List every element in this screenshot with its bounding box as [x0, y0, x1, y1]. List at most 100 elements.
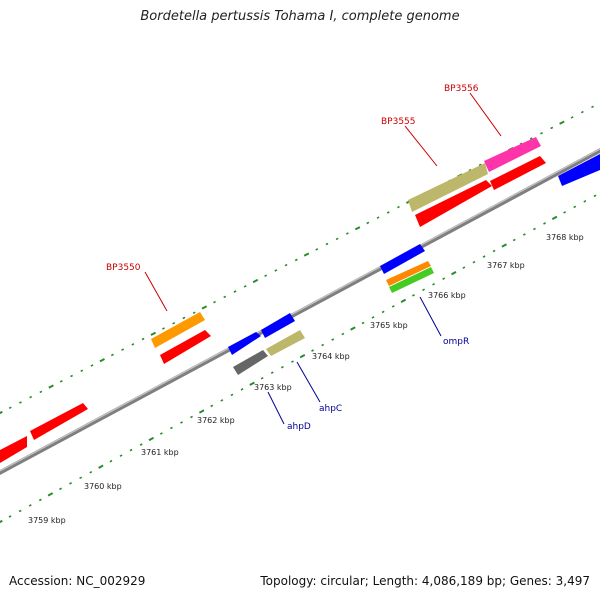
outer-tick	[233, 290, 237, 293]
outer-tick	[223, 295, 227, 299]
outer-tick	[303, 252, 310, 257]
leader-ahpc	[296, 361, 321, 403]
inner-tick	[69, 482, 72, 485]
inner-tick	[18, 509, 22, 513]
inner-tick	[391, 305, 395, 308]
inner-tick	[583, 200, 587, 203]
axis-label-3767: 3767 kbp	[487, 261, 525, 270]
outer-tick	[468, 168, 472, 172]
gene-feature-15[interactable]	[558, 154, 600, 186]
gene-feature-14[interactable]	[490, 156, 546, 190]
leader-bp3555	[404, 125, 438, 167]
gene-feature-10[interactable]	[389, 267, 434, 293]
leader-bp3556	[469, 92, 502, 137]
inner-tick	[311, 349, 314, 352]
gene-feature-6[interactable]	[233, 350, 268, 375]
outer-tick	[252, 278, 259, 284]
gene-feature-12[interactable]	[415, 180, 492, 227]
outer-tick-track	[0, 105, 594, 415]
map-title: Bordetella pertussis Tohama I, complete …	[140, 9, 460, 24]
gene-label-ahpc[interactable]: ahpC	[319, 404, 342, 414]
gene-feature-2[interactable]	[160, 330, 211, 364]
gene-label-bp3550[interactable]: BP3550	[106, 263, 141, 273]
inner-tick	[210, 404, 214, 408]
inner-tick	[249, 381, 255, 386]
genome-backbone-highlight	[0, 148, 600, 472]
gene-feature-7[interactable]	[266, 330, 305, 356]
gene-feature-4[interactable]	[228, 332, 261, 355]
outer-tick	[39, 390, 43, 394]
outer-tick	[354, 226, 361, 231]
inner-tick	[512, 238, 516, 242]
inner-tick	[543, 222, 546, 225]
leader-ahpd	[267, 391, 285, 425]
outer-tick	[478, 163, 482, 167]
outer-tick	[559, 120, 565, 125]
inner-tick	[270, 371, 274, 374]
gene-feature-9[interactable]	[386, 261, 431, 286]
gene-label-bp3556[interactable]: BP3556	[444, 84, 479, 94]
inner-tick	[291, 360, 294, 363]
axis-label-3764: 3764 kbp	[312, 352, 350, 361]
outer-tick	[570, 116, 574, 119]
outer-tick	[386, 211, 390, 214]
gene-feature-5[interactable]	[261, 313, 295, 338]
inner-tick	[119, 454, 123, 457]
inner-tick	[38, 498, 42, 502]
inner-tick	[442, 277, 446, 280]
inner-tick	[47, 492, 54, 497]
outer-tick	[182, 316, 186, 320]
outer-tick	[0, 410, 3, 415]
axis-label-3768: 3768 kbp	[546, 233, 584, 242]
gene-feature-3[interactable]	[151, 312, 205, 348]
outer-tick	[315, 248, 319, 251]
inner-tick	[321, 343, 325, 347]
outer-tick	[172, 321, 176, 325]
inner-tick-track	[0, 194, 597, 524]
gene-label-bp3555[interactable]: BP3555	[381, 117, 416, 127]
inner-tick	[148, 436, 154, 442]
inner-tick	[462, 266, 466, 269]
axis-label-3762: 3762 kbp	[197, 416, 235, 425]
genome-summary: Topology: circular; Length: 4,086,189 bp…	[260, 574, 590, 588]
inner-tick	[89, 470, 93, 474]
inner-tick	[400, 298, 407, 303]
inner-tick	[381, 310, 385, 314]
axis-label-3765: 3765 kbp	[370, 321, 408, 330]
axis-label-3759: 3759 kbp	[28, 516, 66, 525]
gene-features	[0, 137, 600, 463]
gene-feature-0[interactable]	[0, 436, 27, 463]
outer-tick	[274, 269, 278, 272]
outer-tick	[550, 126, 554, 130]
axis-labels: 3759 kbp 3760 kbp 3761 kbp 3762 kbp 3763…	[28, 233, 584, 525]
inner-tick	[341, 332, 345, 336]
inner-tick	[451, 271, 457, 276]
outer-tick	[284, 263, 288, 267]
gene-feature-8[interactable]	[380, 244, 425, 274]
outer-tick	[150, 331, 157, 336]
inner-tick	[190, 415, 193, 419]
inner-tick	[59, 487, 62, 491]
gene-label-ompr[interactable]: ompR	[443, 337, 469, 347]
gene-label-ahpd[interactable]: ahpD	[287, 422, 311, 432]
inner-tick	[240, 388, 244, 391]
outer-tick	[8, 406, 12, 410]
outer-tick	[580, 110, 584, 114]
inner-tick	[170, 426, 173, 430]
outer-tick	[29, 395, 33, 399]
outer-tick	[243, 285, 247, 288]
outer-tick	[80, 369, 84, 373]
inner-tick	[472, 260, 476, 264]
axis-label-3766: 3766 kbp	[428, 291, 466, 300]
outer-tick	[325, 242, 329, 246]
outer-tick	[376, 216, 380, 219]
gene-feature-1[interactable]	[30, 403, 88, 440]
inner-tick	[280, 365, 284, 369]
outer-tick	[162, 327, 165, 330]
outer-tick	[366, 221, 370, 225]
gene-feature-13[interactable]	[484, 137, 541, 172]
inner-tick	[432, 282, 435, 286]
gene-feature-11[interactable]	[408, 163, 488, 212]
